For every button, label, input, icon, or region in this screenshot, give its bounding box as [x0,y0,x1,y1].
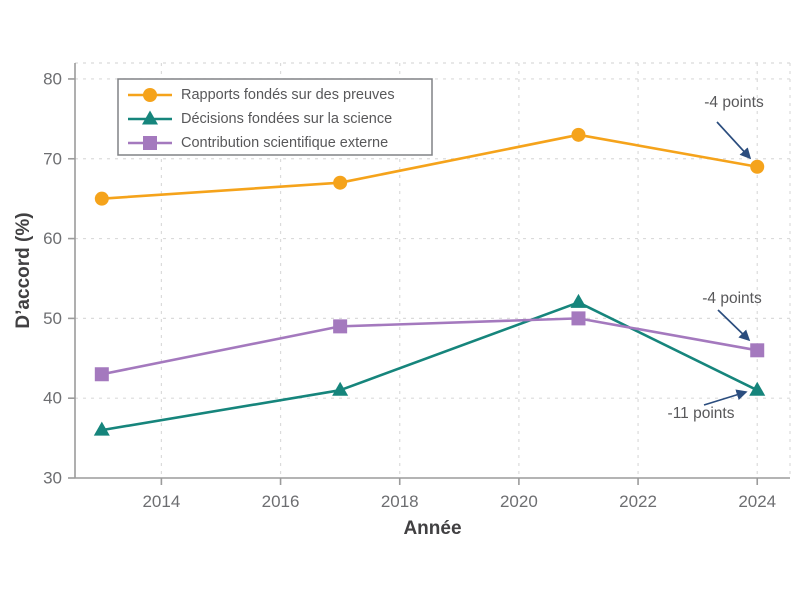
legend-square-marker [143,136,157,150]
annotation-arrow-1 [716,121,752,160]
data-point-circle-2021 [571,127,586,142]
legend: Rapports fondés sur des preuves Décisions… [117,78,433,156]
y-tick-label-70: 70 [43,149,62,168]
data-point-square-2013 [94,367,109,382]
series-2 [93,293,766,436]
data-point-triangle-2021 [570,293,587,308]
data-point-square-2017 [333,319,348,334]
annotation-label-3: -11 points [668,405,735,422]
x-tick-label-2014: 2014 [142,492,180,511]
axes-layer: 30 40 50 60 70 80 2014 2016 2018 2020 2022 2024 Anné… [13,63,790,539]
legend-triangle-marker [142,110,158,125]
y-tick-label-80: 80 [43,69,62,88]
legend-label-1: Rapports fondés sur des preuves [181,87,395,103]
legend-circle-marker [143,88,157,102]
y-axis-title: D’accord (%) [13,212,34,328]
data-point-circle-2017 [333,175,348,190]
annotation-arrow-2 [717,309,751,342]
series-3 [94,311,765,382]
data-point-triangle-2024 [749,381,766,396]
annotation-3: -11 points [668,389,748,422]
data-point-triangle-2013 [93,421,110,436]
legend-label-2: Décisions fondées sur la science [181,111,392,127]
legend-label-3: Contribution scientifique externe [181,135,388,151]
annotation-label-1: -4 points [704,94,764,111]
x-tick-label-2018: 2018 [381,492,419,511]
x-tick-label-2022: 2022 [619,492,657,511]
data-point-circle-2024 [750,159,765,174]
x-tick-label-2016: 2016 [262,492,300,511]
annotation-label-2: -4 points [702,290,762,307]
annotation-arrow-3 [703,389,748,406]
series-line-1 [100,133,759,200]
y-tick-label-50: 50 [43,309,62,328]
y-tick-label-30: 30 [43,469,62,488]
x-tick-label-2020: 2020 [500,492,538,511]
gridlines-layer [75,62,791,478]
annotation-2: -4 points [702,290,762,342]
data-point-circle-2013 [94,191,109,206]
series-line-3 [100,317,759,376]
data-point-triangle-2017 [332,381,349,396]
x-tick-label-2024: 2024 [738,492,776,511]
data-point-square-2024 [750,343,765,358]
data-point-square-2021 [571,311,586,326]
y-tick-label-40: 40 [43,389,62,408]
x-axis-title: Année [403,518,461,539]
series-line-2 [100,301,759,432]
y-tick-label-60: 60 [43,229,62,248]
annotation-1: -4 points [704,94,764,160]
series-1 [94,127,765,206]
